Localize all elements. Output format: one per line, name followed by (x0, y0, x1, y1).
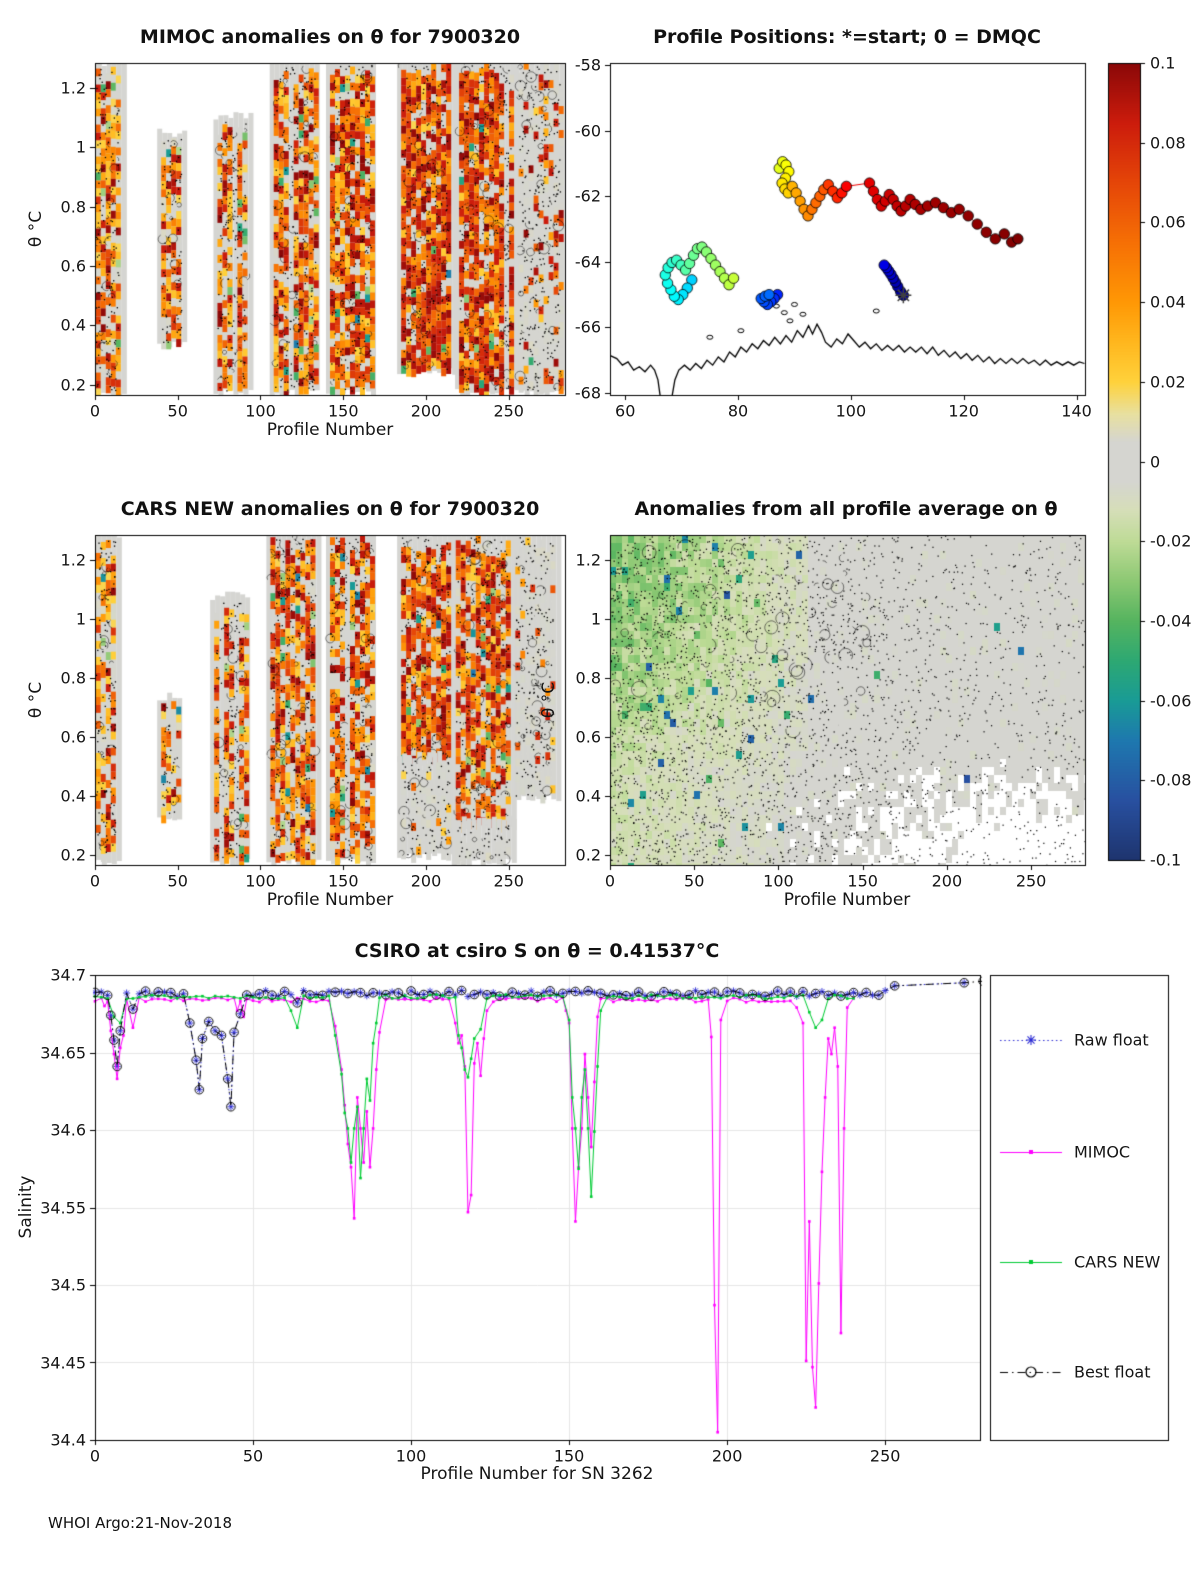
colorbar-tick-label: -0.04 (1150, 611, 1192, 631)
mimoc-plot-title: MIMOC anomalies on θ for 7900320 (139, 26, 521, 48)
map-ytick-label: -62 (574, 186, 601, 206)
avg-yaxis-label: θ °C (539, 681, 559, 719)
mimoc-xtick-label: 200 (410, 401, 442, 421)
csiro-xtick-label: 250 (869, 1446, 901, 1466)
map-plot-title: Profile Positions: *=start; 0 = DMQC (653, 26, 1041, 48)
csiro-xtick-label: 100 (395, 1446, 427, 1466)
mimoc-ytick-label: 0.4 (60, 315, 86, 335)
colorbar-tick-label: -0.08 (1150, 770, 1192, 790)
avg-xtick-label: 0 (604, 871, 616, 891)
csiro-xaxis-label: Profile Number for SN 3262 (420, 1464, 654, 1484)
cars-xtick-label: 150 (327, 871, 359, 891)
cars-xtick-label: 100 (245, 871, 276, 891)
map-xtick-label: 80 (727, 401, 749, 421)
csiro-yaxis-label: Salinity (16, 1175, 36, 1239)
csiro-ytick-label: 34.65 (40, 1043, 86, 1062)
mimoc-yaxis-label: θ °C (26, 210, 46, 248)
legend-label-raw-float: Raw float (1074, 1030, 1149, 1050)
mimoc-xtick-label: 250 (493, 401, 524, 421)
csiro-xtick-label: 0 (89, 1446, 101, 1466)
colorbar-tick-label: 0.06 (1150, 212, 1186, 232)
avg-ytick-label: 1.2 (575, 550, 601, 570)
avg-ytick-label: 0.6 (575, 727, 601, 747)
colorbar-tick-label: 0.1 (1150, 53, 1176, 73)
cars-ytick-label: 1.2 (60, 550, 86, 570)
mimoc-ytick-label: 0.6 (60, 256, 86, 276)
mimoc-xaxis-label: Profile Number (266, 420, 394, 440)
cars-ytick-label: 0.6 (60, 727, 86, 747)
mimoc-ytick-label: 1 (75, 137, 86, 157)
cars-ytick-label: 0.8 (60, 668, 86, 688)
csiro-ytick-label: 34.5 (50, 1275, 86, 1295)
cars-xaxis-label: Profile Number (266, 890, 394, 910)
csiro-xtick-label: 150 (553, 1446, 585, 1466)
map-ytick-label: -60 (574, 121, 601, 141)
legend-label-cars-new: CARS NEW (1074, 1252, 1161, 1272)
footer-text: WHOI Argo:21-Nov-2018 (48, 1514, 232, 1532)
legend-label-best-float: Best float (1074, 1362, 1151, 1382)
colorbar-tick-label: -0.1 (1150, 850, 1182, 870)
csiro-ytick-label: 34.4 (50, 1430, 86, 1450)
cars-ytick-label: 1 (75, 609, 86, 629)
map-xtick-label: 100 (835, 401, 867, 421)
csiro-xtick-label: 50 (242, 1446, 264, 1466)
colorbar-tick-label: 0.04 (1150, 292, 1186, 312)
avg-xtick-label: 50 (684, 871, 705, 891)
map-xtick-label: 120 (948, 401, 979, 421)
mimoc-ytick-label: 1.2 (60, 78, 86, 98)
colorbar-tick-label: 0 (1150, 452, 1161, 471)
map-ytick-label: -58 (574, 55, 601, 75)
map-ytick-label: -68 (574, 383, 601, 403)
csiro-ytick-label: 34.7 (50, 965, 86, 985)
colorbar-tick-label: 0.08 (1150, 133, 1186, 153)
avg-xtick-label: 100 (763, 871, 794, 891)
avg-xtick-label: 200 (931, 871, 963, 891)
avg-ytick-label: 1 (590, 609, 601, 629)
cars-xtick-label: 250 (493, 871, 524, 891)
csiro-ytick-label: 34.45 (40, 1353, 86, 1372)
avg-plot-title: Anomalies from all profile average on θ (634, 498, 1058, 520)
avg-xtick-label: 150 (847, 871, 878, 891)
mimoc-ytick-label: 0.2 (60, 375, 86, 395)
map-xtick-label: 60 (615, 401, 636, 421)
mimoc-ytick-label: 0.8 (60, 197, 86, 217)
avg-ytick-label: 0.4 (575, 786, 601, 806)
csiro-plot-title: CSIRO at csiro S on θ = 0.41537°C (354, 940, 720, 962)
avg-ytick-label: 0.2 (575, 845, 601, 865)
avg-xaxis-label: Profile Number (783, 890, 911, 910)
avg-xtick-label: 250 (1015, 871, 1047, 891)
colorbar-tick-label: -0.02 (1150, 531, 1192, 551)
cars-xtick-label: 50 (167, 871, 188, 891)
map-ytick-label: -64 (574, 252, 601, 272)
mimoc-xtick-label: 100 (245, 401, 276, 421)
colorbar-tick-label: 0.02 (1150, 372, 1186, 392)
csiro-xtick-label: 200 (711, 1446, 743, 1466)
map-xtick-label: 140 (1061, 401, 1092, 421)
csiro-ytick-label: 34.55 (40, 1198, 86, 1217)
csiro-ytick-label: 34.6 (50, 1120, 86, 1140)
mimoc-xtick-label: 50 (167, 401, 188, 421)
mimoc-xtick-label: 150 (327, 401, 359, 421)
avg-ytick-label: 0.8 (575, 668, 601, 688)
cars-yaxis-label: θ °C (26, 681, 46, 719)
cars-xtick-label: 200 (410, 871, 442, 891)
map-ytick-label: -66 (574, 317, 601, 337)
cars-ytick-label: 0.4 (60, 786, 86, 806)
cars-xtick-label: 0 (89, 871, 101, 891)
mimoc-xtick-label: 0 (89, 401, 101, 421)
legend-label-mimoc: MIMOC (1074, 1142, 1131, 1162)
colorbar-tick-label: -0.06 (1150, 691, 1192, 711)
cars-ytick-label: 0.2 (60, 845, 86, 865)
cars-plot-title: CARS NEW anomalies on θ for 7900320 (120, 498, 540, 520)
